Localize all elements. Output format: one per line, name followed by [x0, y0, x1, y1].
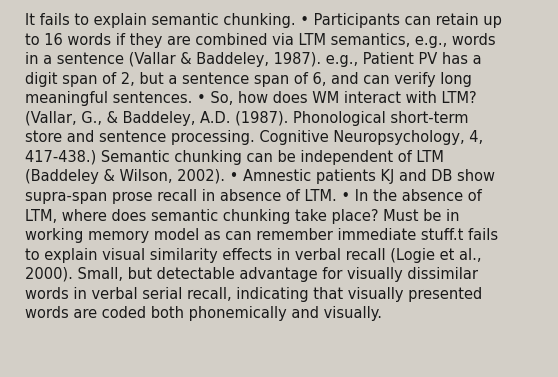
Text: It fails to explain semantic chunking. • Participants can retain up
to 16 words : It fails to explain semantic chunking. •…	[25, 13, 502, 322]
